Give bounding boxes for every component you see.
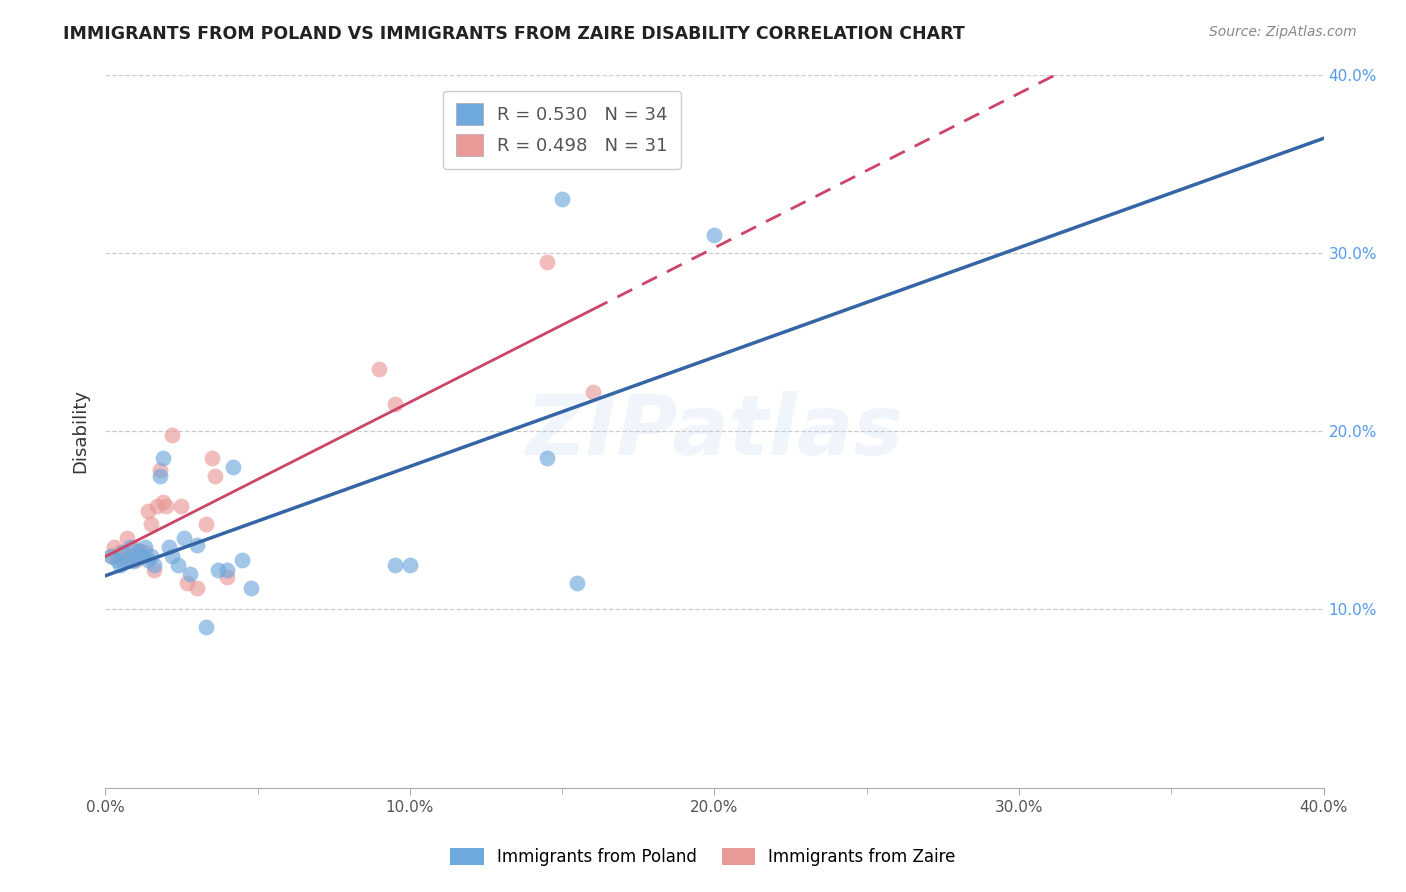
Point — [215, 570, 238, 584]
Point — [368, 361, 391, 376]
Point — [536, 254, 558, 268]
Point — [128, 543, 150, 558]
Point — [152, 495, 174, 509]
Point — [240, 581, 263, 595]
Point — [155, 499, 177, 513]
Point — [384, 558, 406, 572]
Point — [179, 566, 201, 581]
Point — [118, 549, 141, 563]
Point — [139, 549, 162, 563]
Point — [186, 581, 208, 595]
Point — [215, 563, 238, 577]
Point — [112, 552, 135, 566]
Point — [142, 563, 165, 577]
Point — [231, 552, 253, 566]
Point — [128, 543, 150, 558]
Point — [149, 468, 172, 483]
Point — [194, 620, 217, 634]
Point — [124, 549, 146, 563]
Point — [152, 450, 174, 465]
Point — [136, 504, 159, 518]
Point — [160, 427, 183, 442]
Point — [167, 558, 190, 572]
Point — [176, 575, 198, 590]
Point — [105, 549, 128, 563]
Point — [121, 540, 143, 554]
Point — [186, 538, 208, 552]
Point — [207, 563, 229, 577]
Point — [204, 468, 226, 483]
Point — [131, 549, 153, 563]
Point — [139, 516, 162, 531]
Point — [134, 545, 156, 559]
Point — [110, 558, 132, 572]
Point — [581, 384, 603, 399]
Y-axis label: Disability: Disability — [72, 389, 89, 473]
Point — [567, 575, 589, 590]
Point — [124, 552, 146, 566]
Point — [201, 450, 224, 465]
Point — [134, 540, 156, 554]
Point — [170, 499, 193, 513]
Point — [103, 540, 125, 554]
Point — [160, 549, 183, 563]
Point — [112, 545, 135, 559]
Text: Source: ZipAtlas.com: Source: ZipAtlas.com — [1209, 25, 1357, 39]
Point — [105, 552, 128, 566]
Text: ZIPatlas: ZIPatlas — [526, 391, 903, 472]
Point — [222, 459, 245, 474]
Point — [194, 516, 217, 531]
Legend: R = 0.530   N = 34, R = 0.498   N = 31: R = 0.530 N = 34, R = 0.498 N = 31 — [443, 91, 681, 169]
Point — [398, 558, 420, 572]
Point — [384, 397, 406, 411]
Legend: Immigrants from Poland, Immigrants from Zaire: Immigrants from Poland, Immigrants from … — [443, 841, 963, 873]
Point — [121, 554, 143, 568]
Point — [118, 540, 141, 554]
Point — [100, 549, 122, 563]
Point — [136, 552, 159, 566]
Point — [115, 531, 138, 545]
Point — [115, 552, 138, 566]
Point — [146, 499, 169, 513]
Text: IMMIGRANTS FROM POLAND VS IMMIGRANTS FROM ZAIRE DISABILITY CORRELATION CHART: IMMIGRANTS FROM POLAND VS IMMIGRANTS FRO… — [63, 25, 965, 43]
Point — [142, 558, 165, 572]
Point — [131, 549, 153, 563]
Point — [536, 450, 558, 465]
Point — [149, 463, 172, 477]
Point — [100, 549, 122, 563]
Point — [173, 531, 195, 545]
Point — [551, 192, 574, 206]
Point — [110, 545, 132, 559]
Point — [703, 227, 725, 242]
Point — [157, 540, 180, 554]
